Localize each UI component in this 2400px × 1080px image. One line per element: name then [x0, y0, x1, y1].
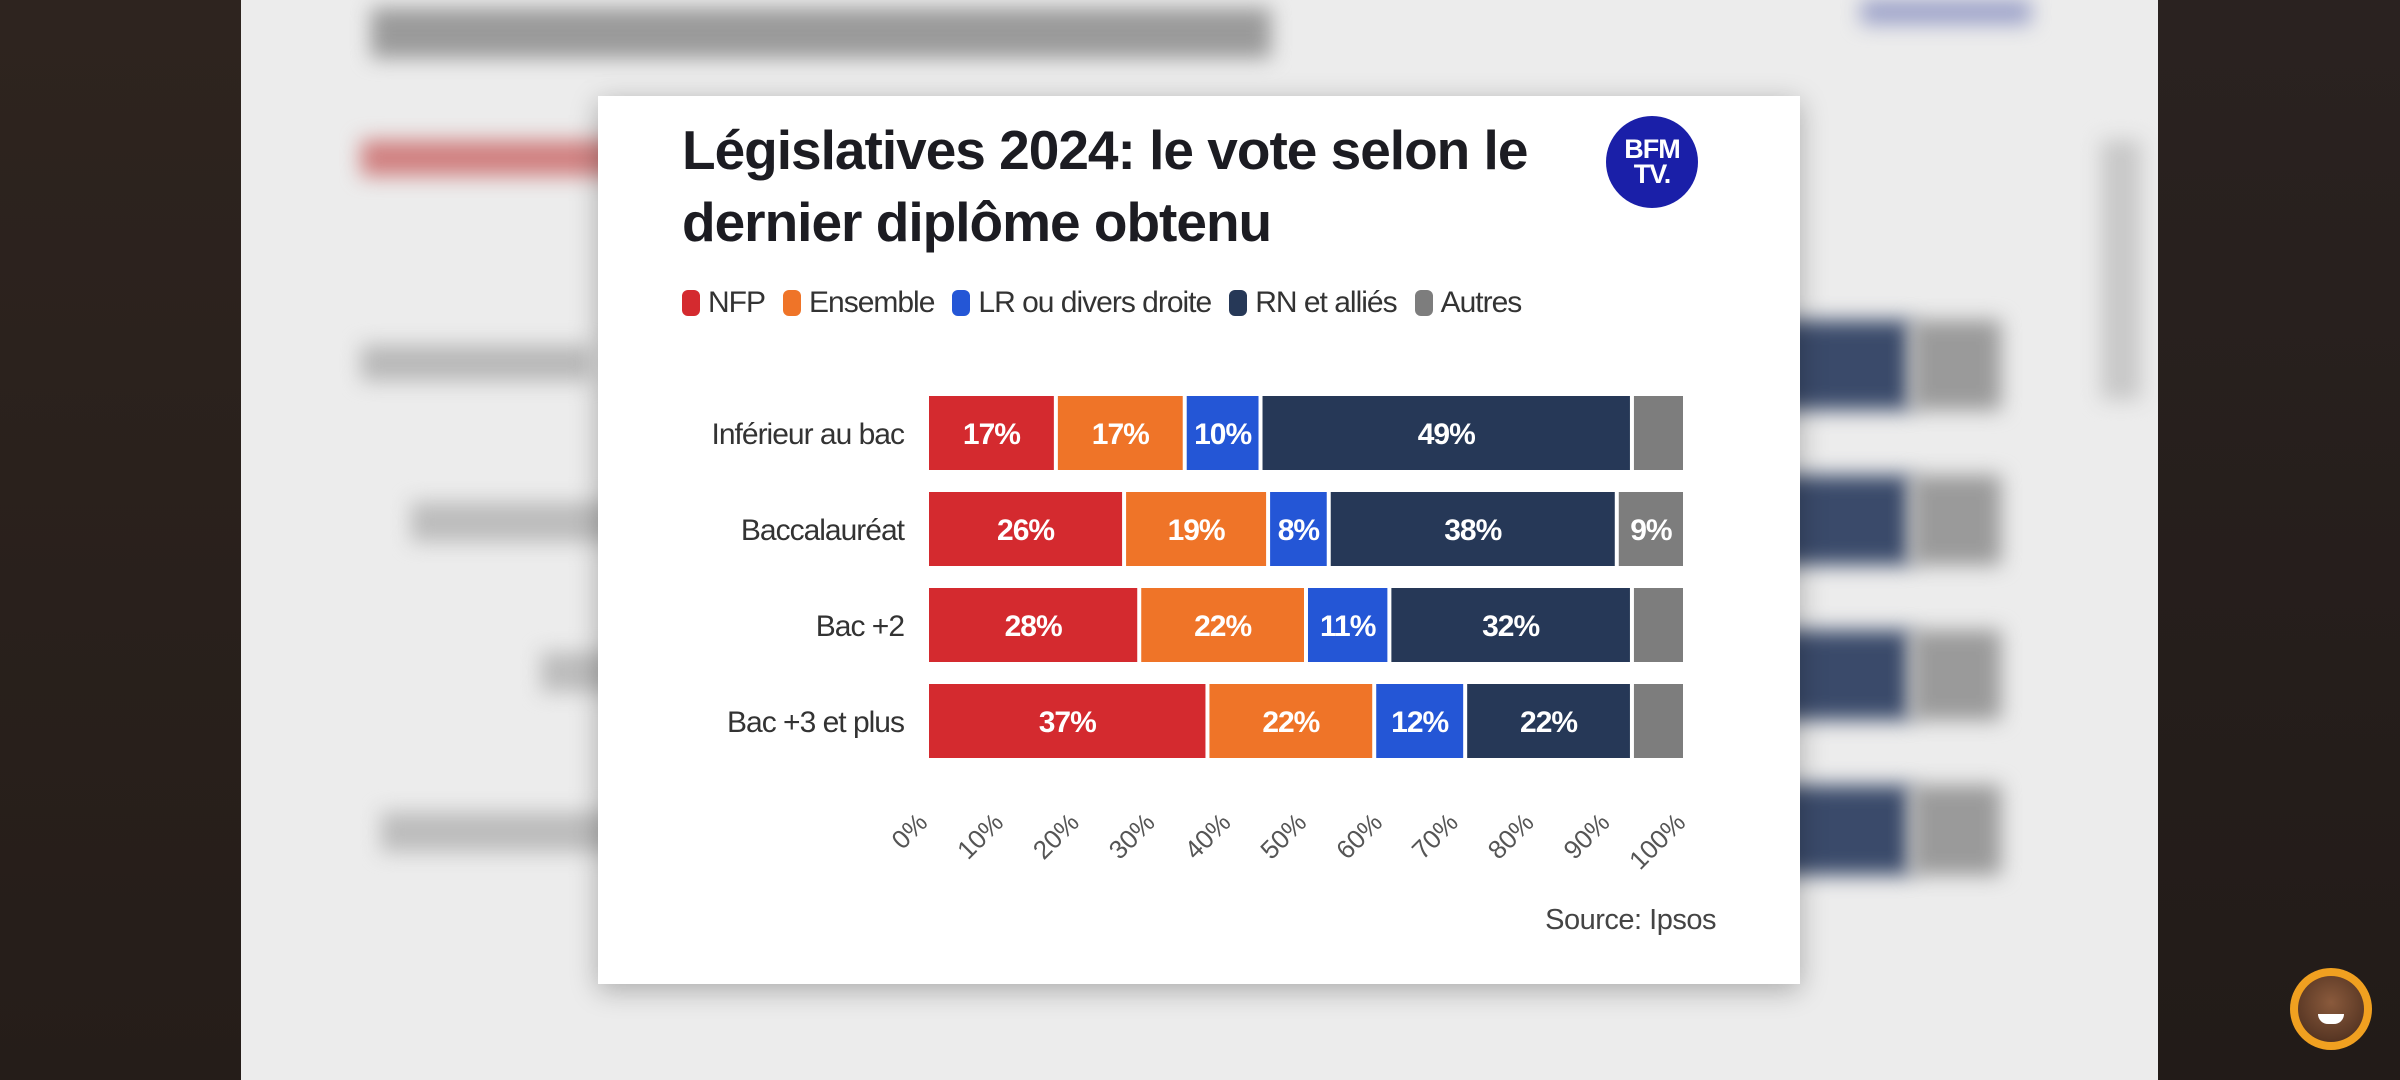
data-label: 26%: [997, 514, 1054, 547]
legend-item: RN et alliés: [1229, 286, 1398, 320]
legend-swatch: [1414, 290, 1433, 316]
bar-segment: [1633, 396, 1683, 470]
source-note: Source: Ipsos: [1545, 904, 1716, 936]
bar-segment: [929, 396, 1054, 470]
chart-card: Législatives 2024: le vote selon le dern…: [598, 96, 1800, 984]
data-label: 22%: [1520, 706, 1577, 739]
legend-item: NFP: [682, 286, 766, 320]
legend-swatch: [952, 290, 971, 316]
data-label: 12%: [1391, 706, 1448, 739]
logo-text-line2: TV.: [1633, 159, 1672, 189]
data-label: 37%: [1039, 706, 1096, 739]
blurred-bar-shape: [1911, 630, 2001, 720]
x-tick-label: 20%: [1027, 807, 1085, 865]
data-label: 32%: [1482, 610, 1539, 643]
logo-text-line1: BFM: [1624, 134, 1680, 164]
streamer-avatar-icon[interactable]: [2290, 968, 2372, 1050]
bar-segment: [1057, 396, 1183, 470]
x-tick-label: 10%: [951, 807, 1009, 865]
x-tick-label: 0%: [885, 807, 933, 855]
legend-item: Autres: [1414, 286, 1523, 320]
data-label: 49%: [1418, 418, 1475, 451]
data-label: 10%: [1194, 418, 1251, 451]
bar-segment: [929, 588, 1138, 662]
legend-label: NFP: [708, 286, 766, 319]
x-tick-label: 30%: [1103, 807, 1161, 865]
bar-segment: [929, 684, 1206, 758]
legend-item: Ensemble: [783, 286, 935, 320]
legend-swatch: [682, 290, 700, 316]
blurred-bar-shape: [1911, 785, 2001, 875]
bar-segment: [1633, 588, 1683, 662]
bar-segment: [1141, 588, 1304, 662]
bar-segment: [1633, 684, 1683, 758]
left-dark-border: [0, 0, 241, 1080]
blurred-label-shape: [361, 345, 591, 381]
bar-segment: [1618, 492, 1683, 566]
bar-segment: [1308, 588, 1388, 662]
legend-swatch: [783, 290, 801, 316]
category-label: Bac +2: [816, 610, 905, 643]
stacked-bar-chart: Inférieur au bac 17% 17% 10% 49% Baccalauréat…: [712, 396, 1691, 875]
category-label: Inférieur au bac: [712, 418, 905, 451]
data-label: 28%: [1005, 610, 1062, 643]
data-label: 11%: [1320, 610, 1376, 643]
x-tick-label: 80%: [1482, 807, 1540, 865]
x-tick-label: 90%: [1557, 807, 1615, 865]
legend-item: LR ou divers droite: [952, 286, 1212, 320]
bar-segment: [1126, 492, 1267, 566]
avatar-face: [2298, 976, 2364, 1042]
blurred-title-shape: [371, 8, 1271, 58]
chart-title: Législatives 2024: le vote selon le dern…: [682, 119, 1528, 253]
bfmtv-logo-icon: BFM TV.: [1606, 116, 1698, 208]
data-label: 8%: [1278, 514, 1320, 547]
data-label: 19%: [1168, 514, 1225, 547]
data-label: 38%: [1444, 514, 1501, 547]
blurred-bar-shape: [1911, 475, 2001, 565]
chart-legend: NFP Ensemble LR ou divers droite RN et alli…: [682, 286, 1539, 320]
data-label: 22%: [1262, 706, 1319, 739]
legend-label: Ensemble: [809, 286, 935, 319]
data-label: 17%: [1092, 418, 1149, 451]
blurred-logo-shape: [1861, 0, 2031, 24]
bar-segment: [1209, 684, 1373, 758]
bar-segment: [1270, 492, 1327, 566]
category-label: Bac +3 et plus: [727, 706, 904, 739]
legend-label: RN et alliés: [1255, 286, 1397, 319]
blurred-edge-shape: [2101, 140, 2141, 400]
bar-segment: [1467, 684, 1630, 758]
x-tick-label: 100%: [1623, 807, 1691, 875]
data-label: 17%: [963, 418, 1020, 451]
x-tick-label: 50%: [1254, 807, 1312, 865]
bar-segment: [1391, 588, 1630, 662]
avatar-smile: [2318, 1014, 2344, 1024]
data-label: 9%: [1630, 514, 1672, 547]
blurred-bar-shape: [1911, 320, 2001, 410]
legend-label: Autres: [1440, 286, 1523, 319]
data-label: 22%: [1194, 610, 1251, 643]
x-tick-label: 70%: [1406, 807, 1464, 865]
x-tick-label: 40%: [1178, 807, 1236, 865]
legend-swatch: [1229, 290, 1248, 316]
category-label: Baccalauréat: [741, 514, 906, 547]
bar-segment: [1376, 684, 1464, 758]
bar-segment: [929, 492, 1123, 566]
right-dark-border: [2158, 0, 2400, 1080]
x-tick-label: 60%: [1330, 807, 1388, 865]
legend-label: LR ou divers droite: [978, 286, 1212, 319]
bar-segment: [1262, 396, 1630, 470]
bar-segment: [1330, 492, 1615, 566]
bar-segment: [1186, 396, 1259, 470]
